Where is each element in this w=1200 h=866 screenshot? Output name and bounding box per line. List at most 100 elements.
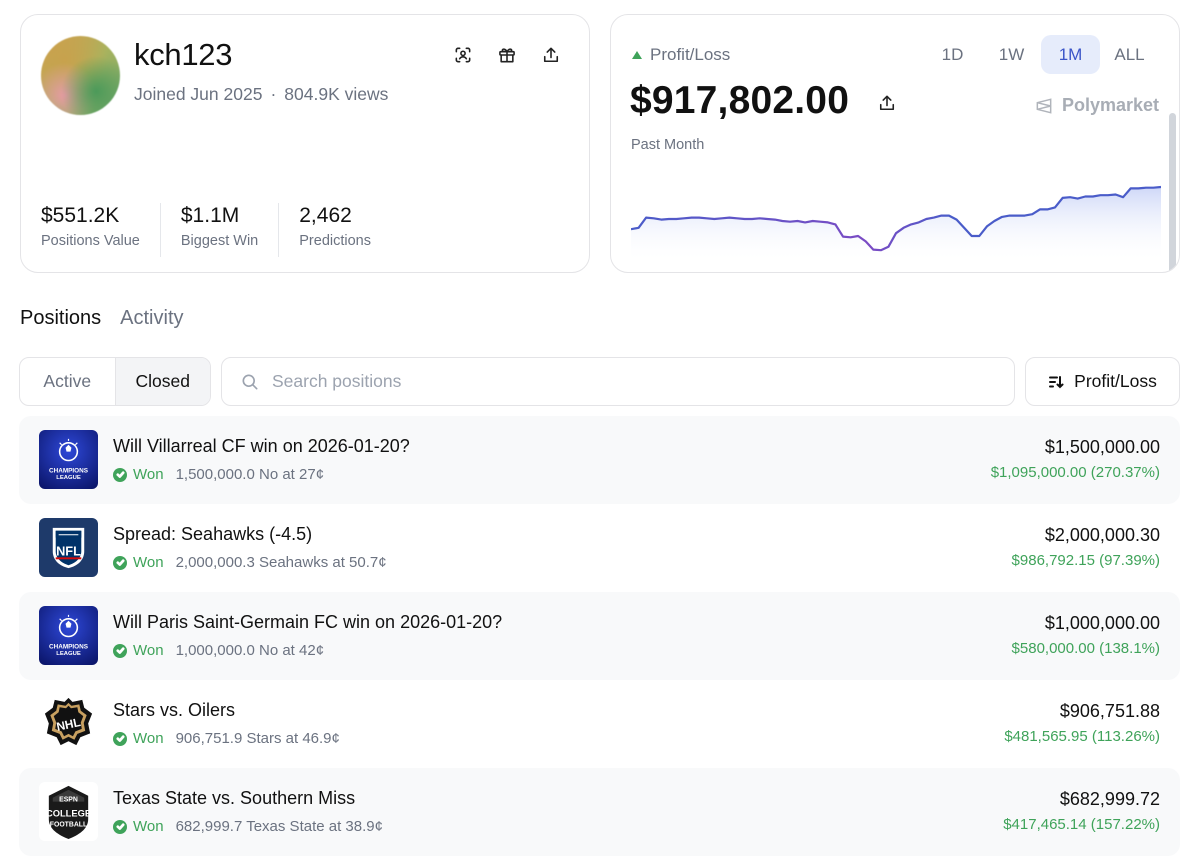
up-triangle-icon	[632, 51, 642, 59]
search-icon	[242, 374, 258, 389]
main-tabs: Positions Activity	[20, 307, 184, 330]
position-detail: 1,000,000.0 No at 42¢	[175, 642, 325, 659]
position-pnl: $417,465.14 (157.22%)	[1003, 816, 1160, 833]
position-status: Won	[133, 554, 164, 571]
position-pnl: $481,565.95 (113.26%)	[1004, 728, 1160, 745]
svg-text:CHAMPIONS: CHAMPIONS	[49, 643, 88, 650]
stat-label: Positions Value	[41, 233, 140, 249]
range-all[interactable]: ALL	[1114, 45, 1145, 64]
position-status: Won	[133, 818, 164, 835]
position-subtitle: Won 906,751.9 Stars at 46.9¢	[113, 730, 340, 747]
stat-value: $1.1M	[180, 204, 240, 227]
position-row[interactable]: ESPN COLLEGE FOOTBALL Texas State vs. So…	[19, 768, 1180, 856]
scan-face-button[interactable]	[451, 43, 475, 67]
sort-label: Profit/Loss	[1074, 371, 1157, 391]
svg-text:NHL: NHL	[55, 715, 82, 734]
stat-label: Biggest Win	[180, 233, 259, 249]
espn-college-football-logo: ESPN COLLEGE FOOTBALL	[39, 782, 98, 841]
svg-text:CHAMPIONS: CHAMPIONS	[49, 467, 88, 474]
pnl-value: $917,802.00	[630, 79, 850, 122]
position-status: Won	[133, 730, 164, 747]
position-detail: 906,751.9 Stars at 46.9¢	[175, 730, 340, 747]
position-row[interactable]: CHAMPIONS LEAGUE Will Villarreal CF win …	[19, 416, 1180, 504]
search-box[interactable]	[221, 357, 1015, 406]
sort-descending-icon	[1049, 375, 1064, 388]
position-title: Spread: Seahawks (-4.5)	[113, 524, 313, 544]
share-button[interactable]	[539, 43, 563, 67]
gift-button[interactable]	[495, 43, 519, 67]
stat-predictions: 2,462 Predictions	[299, 203, 391, 257]
stat-value: 2,462	[299, 204, 352, 227]
scrollbar[interactable]	[1169, 113, 1176, 272]
positions-list: CHAMPIONS LEAGUE Will Villarreal CF win …	[19, 416, 1180, 856]
position-value: $906,751.88	[1059, 701, 1160, 721]
range-1w[interactable]: 1W	[998, 45, 1025, 64]
profile-stats: $551.2K Positions Value $1.1M Biggest Wi…	[41, 203, 411, 257]
tab-activity[interactable]: Activity	[120, 307, 184, 329]
champions-league-logo: CHAMPIONS LEAGUE	[39, 430, 98, 489]
sort-button[interactable]: Profit/Loss	[1025, 357, 1180, 406]
position-value: $1,000,000.00	[1044, 613, 1160, 633]
position-row[interactable]: NFL Spread: Seahawks (-4.5) Won 2,000,00…	[19, 504, 1180, 592]
stat-positions-value: $551.2K Positions Value	[41, 203, 161, 257]
filter-active[interactable]: Active	[43, 371, 92, 391]
check-circle-icon	[113, 731, 127, 746]
position-status: Won	[133, 642, 164, 659]
profile-meta: Joined Jun 2025 · 804.9K views	[134, 84, 388, 105]
position-row[interactable]: CHAMPIONS LEAGUE Will Paris Saint-Germai…	[19, 592, 1180, 680]
joined-date: Joined Jun 2025	[134, 84, 263, 104]
svg-text:NFL: NFL	[56, 543, 81, 558]
pnl-title: Profit/Loss	[632, 45, 730, 65]
check-circle-icon	[113, 555, 127, 570]
pnl-chart[interactable]	[631, 173, 1161, 263]
position-title: Stars vs. Oilers	[113, 700, 236, 720]
position-title: Will Villarreal CF win on 2026-01-20?	[113, 436, 410, 456]
pnl-share-button[interactable]	[877, 93, 899, 115]
profile-card: kch123 Joined Jun 2025 · 804.9K views $551…	[20, 14, 590, 273]
period-label: Past Month	[631, 137, 705, 153]
tab-positions[interactable]: Positions	[20, 307, 102, 329]
position-pnl: $1,095,000.00 (270.37%)	[990, 464, 1160, 481]
position-detail: 1,500,000.0 No at 27¢	[175, 466, 325, 483]
share-icon	[543, 47, 559, 63]
gift-icon	[499, 48, 515, 63]
position-title: Will Paris Saint-Germain FC win on 2026-…	[113, 612, 503, 632]
position-subtitle: Won 682,999.7 Texas State at 38.9¢	[113, 818, 383, 835]
position-title: Texas State vs. Southern Miss	[113, 788, 356, 808]
pnl-area	[631, 187, 1161, 263]
svg-text:FOOTBALL: FOOTBALL	[50, 821, 87, 828]
position-pnl: $580,000.00 (138.1%)	[1011, 640, 1160, 657]
stat-value: $551.2K	[41, 204, 120, 227]
scan-face-icon	[455, 47, 471, 63]
position-value: $2,000,000.30	[1044, 525, 1160, 545]
range-1m[interactable]: 1M	[1041, 35, 1100, 74]
check-circle-icon	[113, 819, 127, 834]
nhl-logo: NHL	[39, 694, 98, 753]
champions-league-logo: CHAMPIONS LEAGUE	[39, 606, 98, 665]
position-row[interactable]: NHL Stars vs. Oilers Won 906,751.9 Stars…	[19, 680, 1180, 768]
range-1d[interactable]: 1D	[941, 45, 964, 64]
nfl-logo: NFL	[39, 518, 98, 577]
separator-dot: ·	[270, 84, 277, 104]
position-detail: 2,000,000.3 Seahawks at 50.7¢	[175, 554, 387, 571]
pnl-title-label: Profit/Loss	[650, 45, 731, 64]
username: kch123	[134, 37, 233, 72]
position-subtitle: Won 1,500,000.0 No at 27¢	[113, 466, 324, 483]
profit-loss-card: Profit/Loss 1D 1W 1M ALL $917,802.00 Pol…	[610, 14, 1180, 273]
avatar[interactable]	[41, 36, 120, 115]
time-range-selector: 1D 1W 1M ALL	[923, 35, 1159, 74]
position-subtitle: Won 1,000,000.0 No at 42¢	[113, 642, 324, 659]
share-icon	[879, 95, 895, 111]
search-input[interactable]	[272, 371, 972, 392]
position-value: $682,999.72	[1059, 789, 1160, 809]
status-filter: Active Closed	[19, 357, 211, 406]
filter-closed[interactable]: Closed	[114, 358, 210, 405]
check-circle-icon	[113, 467, 127, 482]
svg-text:LEAGUE: LEAGUE	[56, 475, 81, 481]
svg-text:COLLEGE: COLLEGE	[46, 808, 91, 818]
svg-text:LEAGUE: LEAGUE	[56, 651, 81, 657]
view-count: 804.9K views	[284, 84, 389, 104]
polymarket-logo-icon	[1036, 97, 1052, 114]
position-pnl: $986,792.15 (97.39%)	[1011, 552, 1160, 569]
polymarket-brand: Polymarket	[1034, 95, 1159, 116]
